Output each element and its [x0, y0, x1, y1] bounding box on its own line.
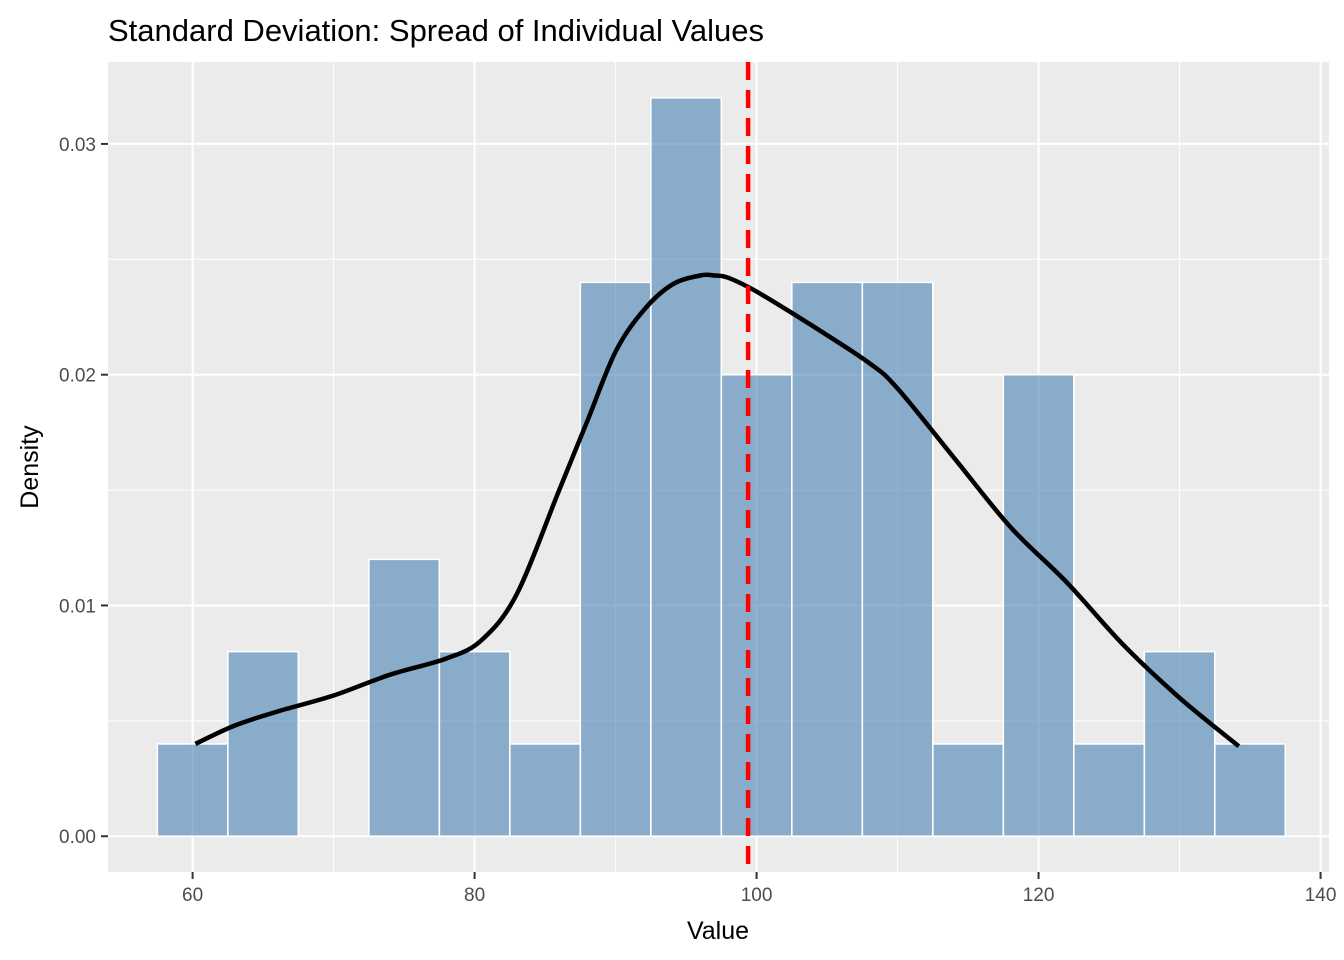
x-tick-label: 80 — [464, 885, 485, 906]
x-axis-ticks: 60 80 100 120 140 — [182, 872, 1336, 906]
histogram-bar — [791, 281, 864, 838]
histogram-bar — [650, 96, 723, 838]
y-tick-label: 0.03 — [59, 135, 96, 156]
histogram-bar — [720, 373, 793, 838]
y-tick-label: 0.02 — [59, 366, 96, 387]
histogram-bar — [579, 281, 652, 838]
y-axis-title: Density — [16, 425, 44, 509]
x-tick-label: 60 — [182, 885, 203, 906]
x-tick-label: 100 — [741, 885, 773, 906]
x-axis-title: Value — [687, 917, 749, 945]
histogram-bar — [1002, 373, 1075, 838]
histogram-bar — [156, 743, 229, 838]
histogram-bar — [368, 558, 441, 838]
chart-title: Standard Deviation: Spread of Individual… — [108, 13, 764, 48]
histogram-bar — [861, 281, 934, 838]
histogram-bar — [932, 743, 1005, 838]
y-tick-label: 0.01 — [59, 596, 96, 617]
histogram-bar — [1143, 650, 1216, 838]
y-axis-ticks: 0.00 0.01 0.02 0.03 — [59, 135, 108, 848]
density-curve — [194, 272, 1241, 748]
histogram-bar — [1213, 743, 1287, 838]
histogram-bars — [156, 96, 1287, 838]
y-tick-label: 0.00 — [59, 827, 96, 848]
histogram-bar — [227, 650, 300, 838]
histogram-bar — [438, 650, 511, 838]
histogram-bar — [509, 743, 582, 838]
x-tick-label: 120 — [1023, 885, 1055, 906]
histogram-bar — [1073, 743, 1146, 838]
x-tick-label: 140 — [1305, 885, 1337, 906]
